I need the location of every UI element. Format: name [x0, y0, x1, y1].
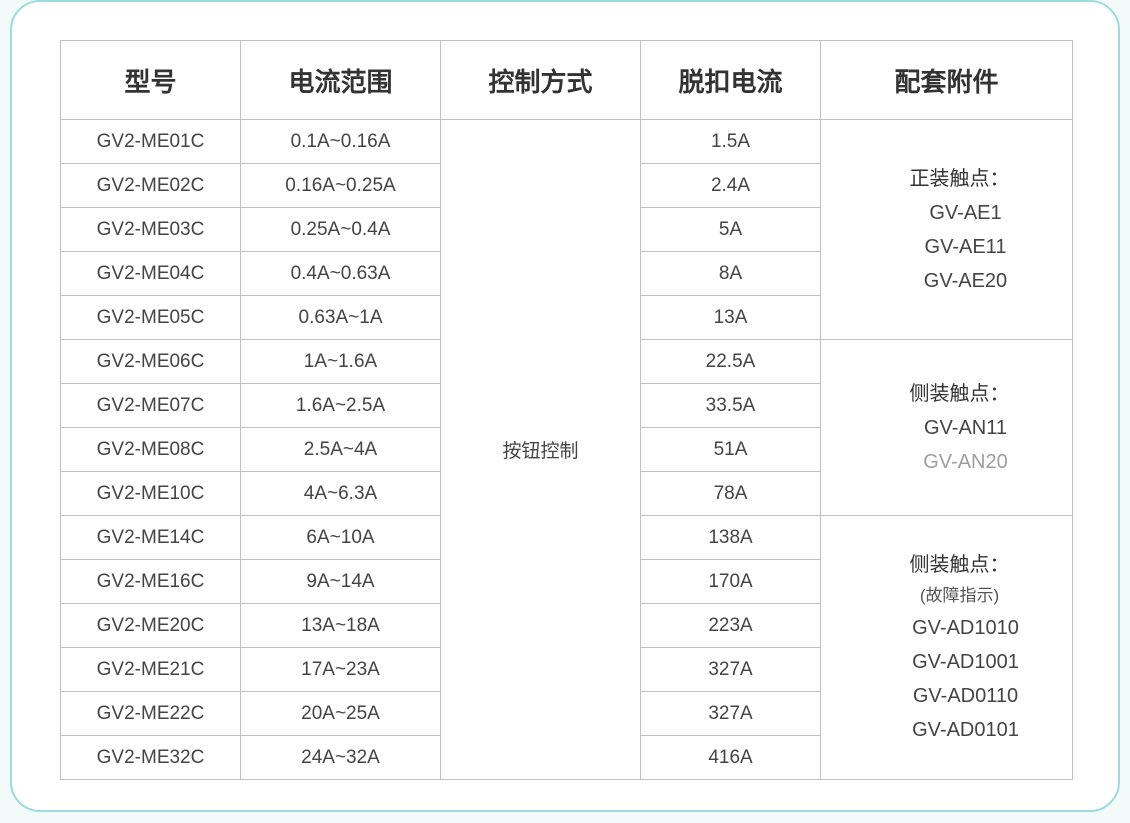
cell-control-mode: 按钮控制 — [441, 120, 641, 780]
cell-trip-current: 327A — [641, 692, 821, 736]
cell-trip-current: 327A — [641, 648, 821, 692]
accessory-item: GV-AD0101 — [859, 713, 1072, 747]
cell-model: GV2-ME20C — [61, 604, 241, 648]
cell-model: GV2-ME06C — [61, 340, 241, 384]
cell-model: GV2-ME08C — [61, 428, 241, 472]
cell-trip-current: 416A — [641, 736, 821, 780]
cell-model: GV2-ME22C — [61, 692, 241, 736]
cell-model: GV2-ME03C — [61, 208, 241, 252]
accessory-item: GV-AD1001 — [859, 645, 1072, 679]
cell-trip-current: 170A — [641, 560, 821, 604]
cell-model: GV2-ME07C — [61, 384, 241, 428]
cell-trip-current: 8A — [641, 252, 821, 296]
th-trip-current: 脱扣电流 — [641, 41, 821, 120]
cell-trip-current: 78A — [641, 472, 821, 516]
cell-current-range: 20A~25A — [241, 692, 441, 736]
cell-current-range: 0.25A~0.4A — [241, 208, 441, 252]
accessory-item: GV-AN11 — [859, 411, 1072, 445]
cell-current-range: 2.5A~4A — [241, 428, 441, 472]
accessory-item: GV-AN20 — [859, 445, 1072, 479]
th-current-range: 电流范围 — [241, 41, 441, 120]
spec-card: 型号 电流范围 控制方式 脱扣电流 配套附件 GV2-ME01C0.1A~0.1… — [10, 0, 1120, 812]
cell-model: GV2-ME10C — [61, 472, 241, 516]
accessory-items: GV-AD1010GV-AD1001GV-AD0110GV-AD0101 — [847, 611, 1072, 747]
cell-accessory-group: 正装触点：GV-AE1GV-AE11GV-AE20 — [821, 120, 1073, 340]
accessory-group-subtitle: (故障指示) — [847, 582, 1072, 611]
cell-current-range: 0.1A~0.16A — [241, 120, 441, 164]
cell-current-range: 0.4A~0.63A — [241, 252, 441, 296]
cell-current-range: 4A~6.3A — [241, 472, 441, 516]
accessory-item: GV-AE1 — [859, 196, 1072, 230]
table-header-row: 型号 电流范围 控制方式 脱扣电流 配套附件 — [61, 41, 1073, 120]
cell-model: GV2-ME04C — [61, 252, 241, 296]
accessory-group-title: 正装触点： — [847, 162, 1072, 196]
cell-trip-current: 223A — [641, 604, 821, 648]
accessory-items: GV-AE1GV-AE11GV-AE20 — [847, 196, 1072, 298]
cell-model: GV2-ME05C — [61, 296, 241, 340]
cell-trip-current: 13A — [641, 296, 821, 340]
cell-trip-current: 22.5A — [641, 340, 821, 384]
cell-model: GV2-ME14C — [61, 516, 241, 560]
spec-table: 型号 电流范围 控制方式 脱扣电流 配套附件 GV2-ME01C0.1A~0.1… — [60, 40, 1073, 780]
cell-current-range: 1A~1.6A — [241, 340, 441, 384]
cell-current-range: 13A~18A — [241, 604, 441, 648]
cell-current-range: 6A~10A — [241, 516, 441, 560]
th-control-mode: 控制方式 — [441, 41, 641, 120]
cell-current-range: 17A~23A — [241, 648, 441, 692]
cell-model: GV2-ME16C — [61, 560, 241, 604]
cell-accessory-group: 侧装触点：(故障指示)GV-AD1010GV-AD1001GV-AD0110GV… — [821, 516, 1073, 780]
accessory-item: GV-AD0110 — [859, 679, 1072, 713]
accessory-item: GV-AD1010 — [859, 611, 1072, 645]
cell-model: GV2-ME21C — [61, 648, 241, 692]
cell-trip-current: 5A — [641, 208, 821, 252]
cell-current-range: 9A~14A — [241, 560, 441, 604]
th-model: 型号 — [61, 41, 241, 120]
th-accessories: 配套附件 — [821, 41, 1073, 120]
cell-model: GV2-ME02C — [61, 164, 241, 208]
cell-model: GV2-ME32C — [61, 736, 241, 780]
cell-current-range: 24A~32A — [241, 736, 441, 780]
cell-trip-current: 1.5A — [641, 120, 821, 164]
accessory-item: GV-AE20 — [859, 264, 1072, 298]
accessory-items: GV-AN11GV-AN20 — [847, 411, 1072, 479]
accessory-group-title: 侧装触点： — [847, 548, 1072, 582]
cell-current-range: 1.6A~2.5A — [241, 384, 441, 428]
cell-trip-current: 138A — [641, 516, 821, 560]
accessory-group-title: 侧装触点： — [847, 377, 1072, 411]
cell-model: GV2-ME01C — [61, 120, 241, 164]
cell-accessory-group: 侧装触点：GV-AN11GV-AN20 — [821, 340, 1073, 516]
cell-trip-current: 33.5A — [641, 384, 821, 428]
cell-trip-current: 51A — [641, 428, 821, 472]
accessory-item: GV-AE11 — [859, 230, 1072, 264]
table-body: GV2-ME01C0.1A~0.16A按钮控制1.5A正装触点：GV-AE1GV… — [61, 120, 1073, 780]
cell-current-range: 0.63A~1A — [241, 296, 441, 340]
table-row: GV2-ME01C0.1A~0.16A按钮控制1.5A正装触点：GV-AE1GV… — [61, 120, 1073, 164]
cell-current-range: 0.16A~0.25A — [241, 164, 441, 208]
cell-trip-current: 2.4A — [641, 164, 821, 208]
